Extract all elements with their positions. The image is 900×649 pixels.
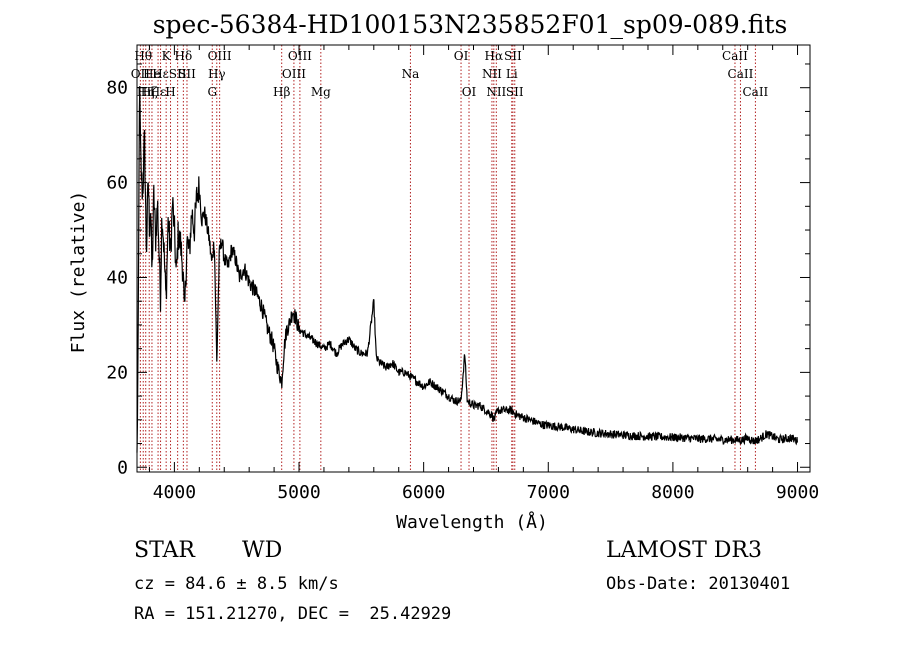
- line-label-3: Hζ: [141, 85, 158, 99]
- line-label-19: Na: [402, 67, 420, 81]
- line-label-9: SII: [169, 67, 187, 81]
- line-label-6: Hε: [152, 67, 169, 81]
- spectrum-series: [136, 85, 798, 453]
- x-tick-label-5: 9000: [776, 482, 819, 503]
- line-label-29: CaII: [728, 67, 754, 81]
- observation-date: Obs-Date: 20130401: [606, 574, 791, 594]
- line-label-25: Li: [506, 67, 518, 81]
- line-label-21: OI: [462, 85, 477, 99]
- line-label-5: Hε: [150, 85, 167, 99]
- y-tick-label-2: 40: [106, 267, 128, 288]
- line-label-16: OIII: [282, 67, 306, 81]
- chart-title: spec-56384-HD100153N235852F01_sp09-089.f…: [153, 10, 788, 39]
- x-tick-label-0: 4000: [153, 482, 196, 503]
- x-tick-label-3: 7000: [527, 482, 570, 503]
- coordinates: RA = 151.21270, DEC = 25.42929: [134, 604, 452, 624]
- line-label-27: SII: [506, 85, 524, 99]
- line-label-24: NII: [486, 85, 506, 99]
- object-class: STAR: [134, 538, 195, 563]
- line-label-0: OII: [131, 67, 151, 81]
- line-label-17: OIII: [288, 49, 312, 63]
- x-axis-label: Wavelength (Å): [396, 511, 548, 533]
- spectral-lines: [139, 45, 756, 472]
- y-axis-label: Flux (relative): [68, 191, 89, 354]
- line-labels: OIIHθHηHζHeHεHεKHSIIHδSIIGHγOIIIHβOIIIOI…: [131, 49, 769, 99]
- line-label-20: OI: [454, 49, 469, 63]
- redshift-value: cz = 84.6 ± 8.5 km/s: [134, 574, 339, 594]
- x-tick-label-2: 6000: [402, 482, 445, 503]
- line-label-7: K: [162, 49, 172, 63]
- line-label-30: CaII: [742, 85, 768, 99]
- y-tick-label-1: 20: [106, 362, 128, 383]
- flux-series-line: [136, 85, 798, 453]
- axis-ticks: 4000 5000 6000 7000 8000 9000 0 20 40 60 80: [106, 45, 819, 503]
- line-label-2: Hη: [137, 85, 155, 99]
- x-tick-label-4: 8000: [651, 482, 694, 503]
- line-label-8: H: [165, 85, 175, 99]
- survey-name: LAMOST DR3: [606, 538, 762, 563]
- line-label-10: Hδ: [175, 49, 193, 63]
- object-subclass: WD: [242, 538, 283, 563]
- line-label-22: NII: [482, 67, 502, 81]
- line-label-14: OIII: [208, 49, 232, 63]
- line-label-12: G: [207, 85, 217, 99]
- line-label-1: Hθ: [134, 49, 152, 63]
- line-label-28: CaII: [722, 49, 748, 63]
- line-label-23: Hα: [485, 49, 504, 63]
- line-label-15: Hβ: [273, 85, 290, 99]
- line-label-4: He: [143, 67, 161, 81]
- line-label-13: Hγ: [208, 67, 226, 81]
- x-tick-label-1: 5000: [277, 482, 320, 503]
- line-label-11: SII: [178, 67, 196, 81]
- y-tick-label-0: 0: [117, 457, 128, 478]
- y-tick-label-4: 80: [106, 78, 128, 99]
- line-label-26: SII: [504, 49, 522, 63]
- y-tick-label-3: 60: [106, 173, 128, 194]
- line-label-18: Mg: [311, 85, 331, 99]
